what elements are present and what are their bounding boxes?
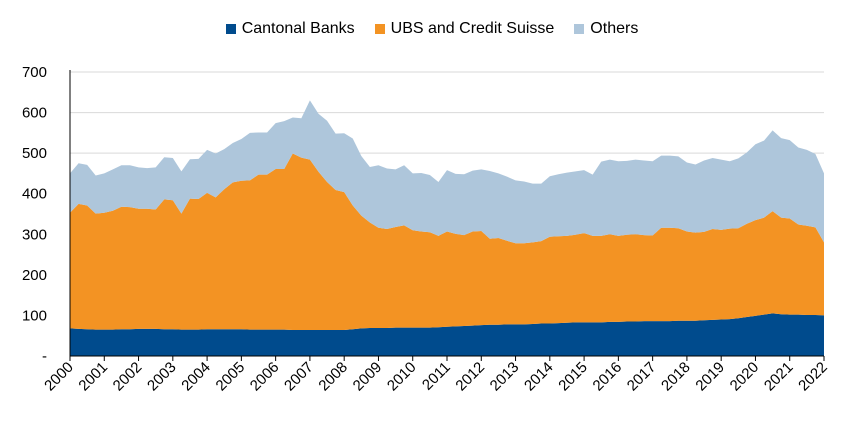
- x-tick-label: 2003: [144, 359, 180, 395]
- legend-swatch-cantonal-banks: [225, 24, 236, 34]
- x-tick-label: 2002: [110, 359, 146, 395]
- y-tick-label: 600: [22, 105, 47, 122]
- x-tick-label: 2012: [452, 359, 488, 395]
- area-ubs-and-credit-suisse: [70, 153, 824, 331]
- legend-item-cantonal-banks: Cantonal Banks: [225, 20, 355, 38]
- legend-item-ubs-credit-suisse: UBS and Credit Suisse: [374, 20, 555, 38]
- legend-swatch-others: [574, 24, 585, 34]
- x-tick-label: 2011: [419, 359, 454, 394]
- y-tick-label: 500: [22, 145, 47, 162]
- x-tick-label: 2022: [795, 359, 831, 395]
- x-tick-label: 2010: [384, 359, 420, 395]
- area-cantonal-banks: [70, 313, 824, 356]
- legend-label-others: Others: [590, 20, 639, 37]
- area-series: [70, 100, 824, 356]
- y-tick-label: 100: [22, 307, 47, 324]
- x-tick-label: 2019: [692, 359, 728, 395]
- x-tick-label: 2006: [247, 359, 283, 395]
- x-tick-labels: 2000200120022003200420052006200720082009…: [41, 359, 831, 395]
- x-tick-label: 2009: [350, 359, 386, 395]
- y-tick-label: -: [42, 348, 47, 365]
- x-tick-label: 2001: [75, 359, 111, 395]
- y-tick-labels: - 100 200 300 400 500 600 700: [22, 64, 47, 365]
- x-tick-label: 2021: [761, 359, 797, 395]
- x-tick-label: 2008: [315, 359, 351, 395]
- axes: [69, 70, 825, 361]
- x-tick-label: 2005: [213, 359, 249, 395]
- y-tick-label: 300: [22, 226, 47, 243]
- legend-item-others: Others: [574, 20, 638, 38]
- x-tick-label: 2014: [521, 359, 557, 395]
- x-tick-label: 2015: [555, 359, 591, 395]
- x-tick-label: 2020: [727, 359, 763, 395]
- x-tick-label: 2017: [624, 359, 660, 395]
- chart-legend: Cantonal Banks UBS and Credit Suisse Oth…: [0, 20, 864, 38]
- legend-label-cantonal-banks: Cantonal Banks: [241, 20, 355, 37]
- y-tick-label: 700: [22, 64, 47, 81]
- y-tick-label: 400: [22, 186, 47, 203]
- x-tick-label: 2004: [178, 359, 214, 395]
- y-tick-label: 200: [22, 267, 47, 284]
- x-tick-label: 2013: [487, 359, 523, 395]
- legend-swatch-ubs-credit-suisse: [374, 24, 385, 34]
- x-tick-label: 2018: [658, 359, 694, 395]
- area-others: [70, 100, 824, 244]
- x-tick-label: 2016: [590, 359, 626, 395]
- legend-label-ubs-credit-suisse: UBS and Credit Suisse: [390, 20, 555, 37]
- x-tick-label: 2007: [281, 359, 317, 395]
